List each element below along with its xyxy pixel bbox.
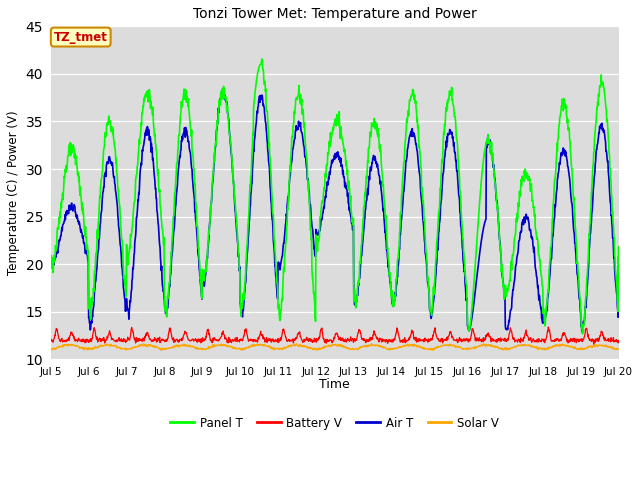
Solar V bbox=[47, 347, 54, 352]
Air T bbox=[173, 186, 181, 192]
Battery V bbox=[237, 336, 244, 342]
Solar V bbox=[174, 343, 182, 348]
Battery V bbox=[614, 338, 622, 344]
Air T bbox=[497, 260, 505, 266]
Panel T bbox=[614, 244, 622, 250]
Battery V bbox=[497, 338, 505, 344]
Battery V bbox=[545, 324, 552, 330]
Panel T bbox=[497, 269, 505, 275]
Air T bbox=[159, 288, 167, 294]
Air T bbox=[614, 254, 622, 260]
Panel T bbox=[47, 258, 54, 264]
Battery V bbox=[159, 337, 167, 343]
Solar V bbox=[157, 348, 165, 353]
Line: Battery V: Battery V bbox=[51, 327, 618, 344]
Panel T bbox=[237, 300, 244, 306]
Line: Solar V: Solar V bbox=[51, 344, 618, 350]
Solar V bbox=[548, 345, 556, 350]
Panel T bbox=[159, 235, 167, 240]
Y-axis label: Temperature (C) / Power (V): Temperature (C) / Power (V) bbox=[7, 110, 20, 275]
Air T bbox=[237, 309, 244, 315]
Panel T bbox=[173, 161, 181, 167]
Panel T bbox=[423, 264, 431, 269]
Battery V bbox=[590, 341, 598, 347]
Solar V bbox=[498, 345, 506, 351]
Air T bbox=[578, 329, 586, 335]
Panel T bbox=[258, 56, 266, 62]
Solar V bbox=[424, 346, 431, 352]
Air T bbox=[548, 256, 556, 262]
Air T bbox=[47, 262, 54, 267]
Panel T bbox=[548, 240, 556, 246]
Line: Air T: Air T bbox=[51, 90, 618, 332]
Battery V bbox=[548, 338, 556, 344]
Battery V bbox=[423, 337, 431, 343]
Title: Tonzi Tower Met: Temperature and Power: Tonzi Tower Met: Temperature and Power bbox=[193, 7, 477, 21]
X-axis label: Time: Time bbox=[319, 378, 350, 391]
Battery V bbox=[47, 336, 54, 342]
Text: TZ_tmet: TZ_tmet bbox=[54, 31, 108, 44]
Battery V bbox=[173, 336, 181, 342]
Air T bbox=[423, 272, 431, 278]
Solar V bbox=[160, 346, 168, 351]
Solar V bbox=[140, 341, 147, 347]
Solar V bbox=[614, 346, 622, 352]
Solar V bbox=[237, 347, 245, 353]
Panel T bbox=[579, 331, 586, 337]
Line: Panel T: Panel T bbox=[51, 59, 618, 334]
Legend: Panel T, Battery V, Air T, Solar V: Panel T, Battery V, Air T, Solar V bbox=[166, 412, 504, 434]
Air T bbox=[220, 87, 227, 93]
